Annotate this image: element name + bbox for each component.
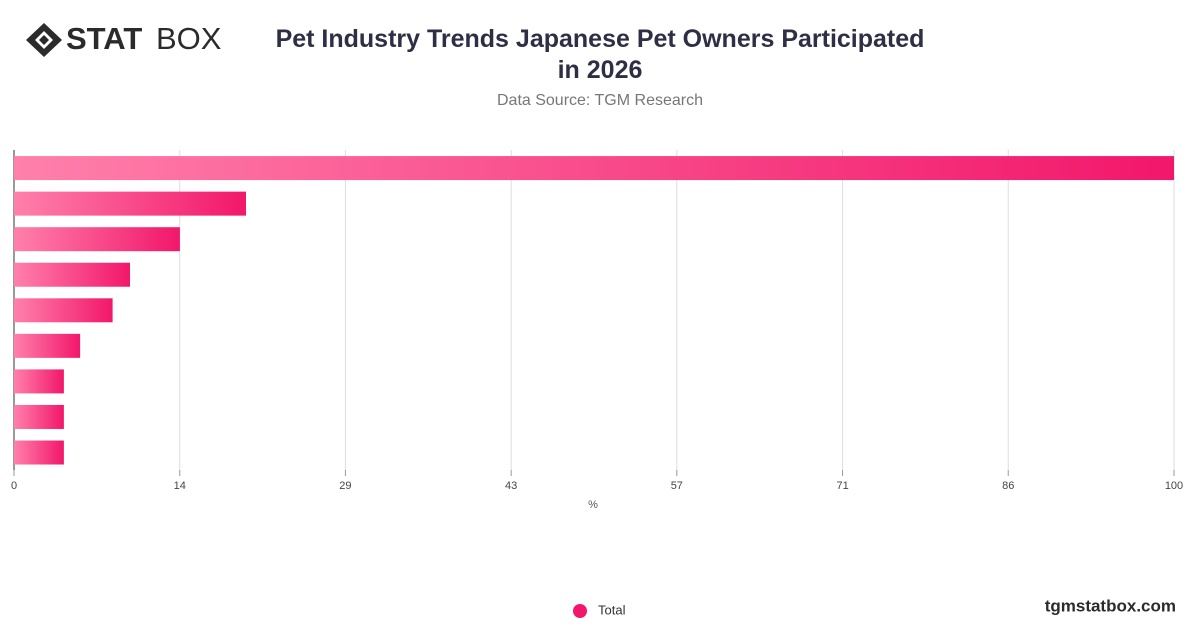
bar — [14, 262, 130, 287]
x-tick-label: 71 — [836, 480, 848, 492]
x-tick-label: 0 — [11, 480, 17, 492]
bar — [14, 191, 246, 216]
logo-strong: STAT — [66, 21, 142, 56]
legend-label: Total — [598, 602, 626, 617]
x-tick-label: 43 — [505, 480, 517, 492]
bar — [14, 156, 1174, 181]
x-tick-label: 86 — [1002, 480, 1014, 492]
logo-light: BOX — [156, 21, 222, 56]
logo: STAT BOX — [26, 21, 222, 57]
bar — [14, 227, 180, 252]
x-tick-label: 57 — [671, 480, 683, 492]
chart-title: Pet Industry Trends Japanese Pet Owners … — [275, 25, 925, 84]
bar — [14, 404, 64, 429]
legend-marker — [573, 604, 587, 618]
x-tick-label: 100 — [1165, 480, 1183, 492]
bar — [14, 440, 64, 465]
footer: tgmstatbox.com — [1045, 596, 1176, 615]
x-tick-label: 29 — [339, 480, 351, 492]
bar — [14, 298, 113, 323]
x-axis-label: % — [588, 499, 598, 511]
bar — [14, 333, 81, 358]
x-tick-label: 14 — [174, 480, 186, 492]
chart-subtitle: Data Source: TGM Research — [496, 92, 703, 109]
bar — [14, 369, 64, 394]
